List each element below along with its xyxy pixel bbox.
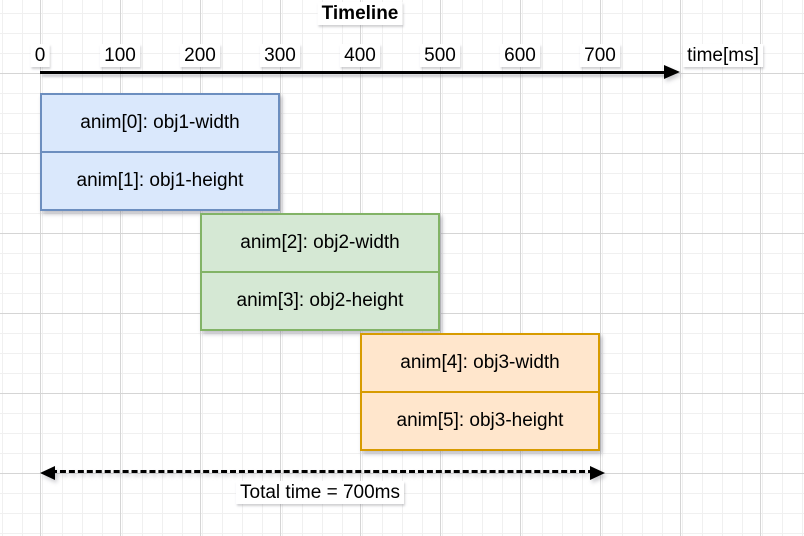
anim-bar-4: anim[4]: obj3-width — [360, 333, 600, 393]
anim-group-obj3: anim[4]: obj3-width anim[5]: obj3-height — [360, 333, 600, 451]
axis-tick-label-700: 700 — [580, 44, 620, 67]
total-time-label: Total time = 700ms — [236, 481, 404, 504]
axis-arrowhead-icon — [664, 65, 680, 79]
arrowhead-left-icon — [40, 466, 55, 480]
axis-line — [40, 71, 666, 74]
anim-bar-1: anim[1]: obj1-height — [40, 151, 280, 211]
arrowhead-right-icon — [590, 466, 605, 480]
axis-tick-label-400: 400 — [340, 44, 380, 67]
dashed-line — [51, 470, 594, 473]
axis-unit-label: time[ms] — [683, 44, 763, 67]
axis-tick-label-100: 100 — [100, 44, 140, 67]
anim-bar-5: anim[5]: obj3-height — [360, 391, 600, 451]
axis-tick-label-0: 0 — [30, 44, 50, 67]
anim-bar-0: anim[0]: obj1-width — [40, 93, 280, 153]
anim-bar-2: anim[2]: obj2-width — [200, 213, 440, 273]
axis-tick-label-200: 200 — [180, 44, 220, 67]
diagram-title: Timeline — [317, 2, 403, 25]
total-time-arrow — [40, 466, 605, 480]
axis-tick-label-600: 600 — [500, 44, 540, 67]
anim-group-obj2: anim[2]: obj2-width anim[3]: obj2-height — [200, 213, 440, 331]
axis-tick-label-300: 300 — [260, 44, 300, 67]
axis-tick-label-500: 500 — [420, 44, 460, 67]
anim-bar-3: anim[3]: obj2-height — [200, 271, 440, 331]
anim-group-obj1: anim[0]: obj1-width anim[1]: obj1-height — [40, 93, 280, 211]
